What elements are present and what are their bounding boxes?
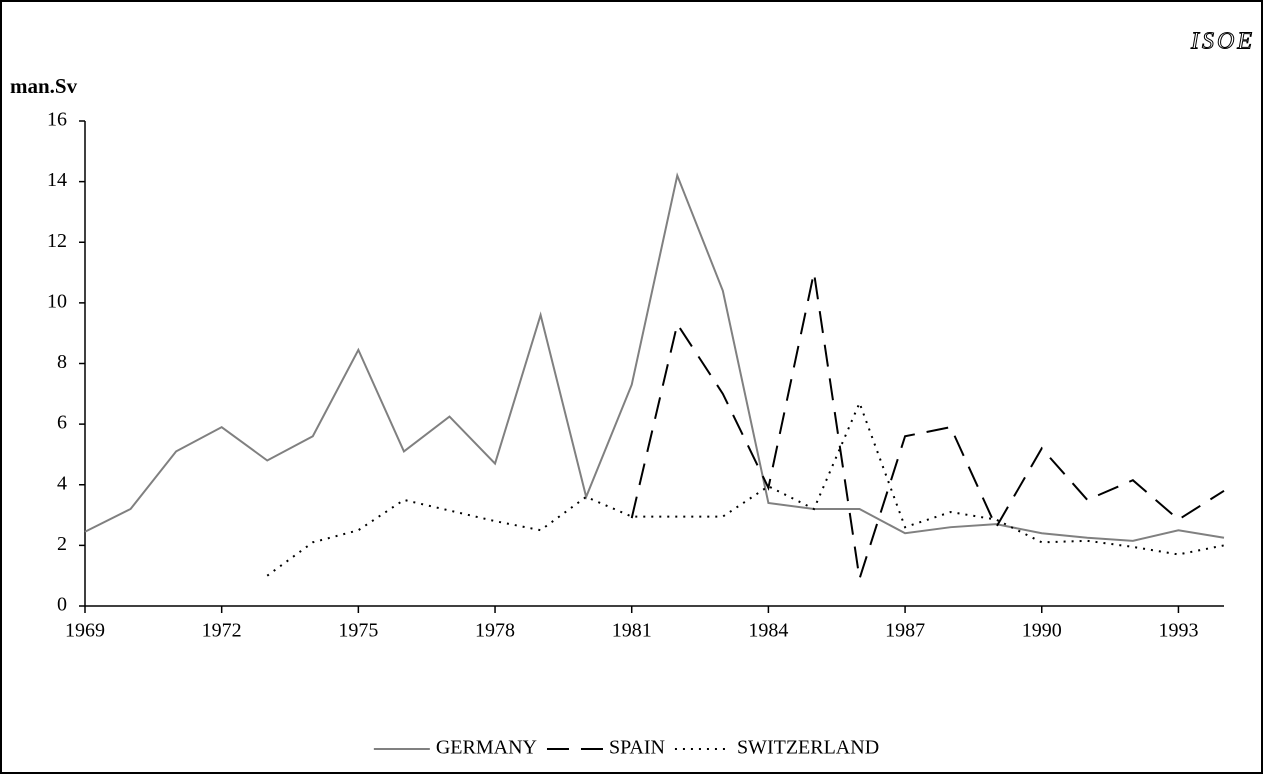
y-tick-label: 16	[47, 109, 67, 131]
brand: ISOE	[1190, 29, 1255, 55]
x-tick-label: 1972	[202, 620, 242, 642]
y-tick-label: 14	[47, 169, 67, 191]
x-tick-label: 1978	[475, 620, 515, 642]
x-tick-label: 1975	[338, 620, 378, 642]
legend-label: GERMANY	[436, 737, 537, 759]
y-tick-label: 12	[47, 230, 67, 252]
y-tick-label: 4	[57, 472, 67, 494]
y-tick-label: 6	[57, 412, 67, 434]
legend-label: SPAIN	[609, 737, 665, 759]
series-line	[630, 272, 1225, 580]
series-line	[266, 400, 1225, 577]
y-tick-label: 0	[57, 594, 67, 616]
legend-label: SWITZERLAND	[737, 737, 879, 759]
x-tick-label: 1987	[885, 620, 925, 642]
y-axis-label: man.Sv	[10, 74, 78, 98]
x-tick-label: 1993	[1158, 620, 1198, 642]
y-tick-label: 10	[47, 290, 67, 312]
y-tick-label: 8	[57, 351, 67, 373]
x-tick-label: 1969	[65, 620, 105, 642]
y-tick-label: 2	[57, 533, 67, 555]
x-tick-label: 1984	[748, 620, 788, 642]
x-tick-label: 1981	[612, 620, 652, 642]
series-line	[84, 172, 1225, 542]
x-tick-label: 1990	[1022, 620, 1062, 642]
